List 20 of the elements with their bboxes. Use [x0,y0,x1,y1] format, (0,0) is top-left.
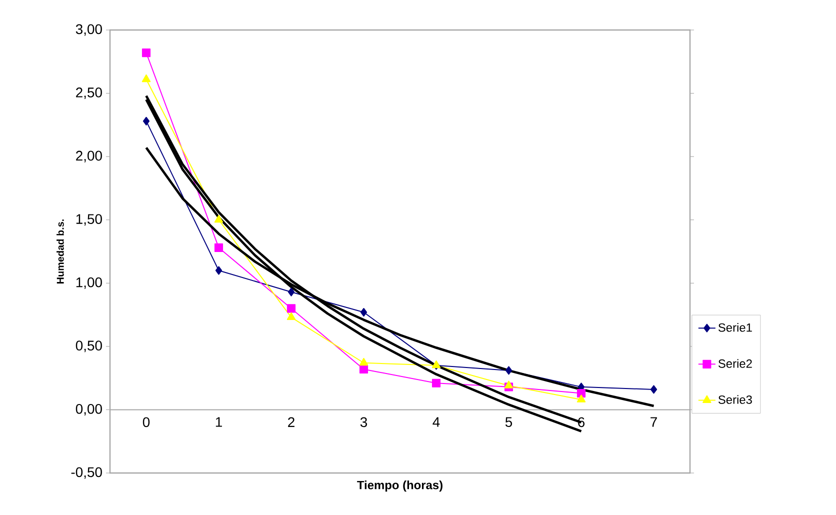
y-tick-label: 1,00 [76,277,102,289]
y-tick-label: 2,00 [76,150,102,162]
y-tick-label: 2,50 [76,88,102,100]
y-axis-title: Humedad b.s. [56,220,64,284]
x-tick-label: 1 [216,417,222,427]
legend-label: Serie2 [718,359,752,368]
y-tick-label: -0,50 [71,467,102,479]
x-tick-label: 4 [432,417,440,427]
x-axis-title: Tiempo (horas) [357,480,442,492]
legend-label: Serie1 [718,323,752,332]
y-tick-label: 0,00 [76,404,102,416]
legend-label: Serie3 [718,395,752,404]
y-tick-label: 0,50 [76,340,102,352]
x-tick-label: 5 [505,417,512,427]
y-tick-label: 1,50 [76,214,102,226]
x-tick-label: 2 [288,417,294,427]
x-tick-label: 7 [650,417,657,427]
x-tick-label: 0 [142,417,150,428]
x-tick-label: 3 [360,417,368,428]
y-tick-label: 3,00 [76,24,102,36]
